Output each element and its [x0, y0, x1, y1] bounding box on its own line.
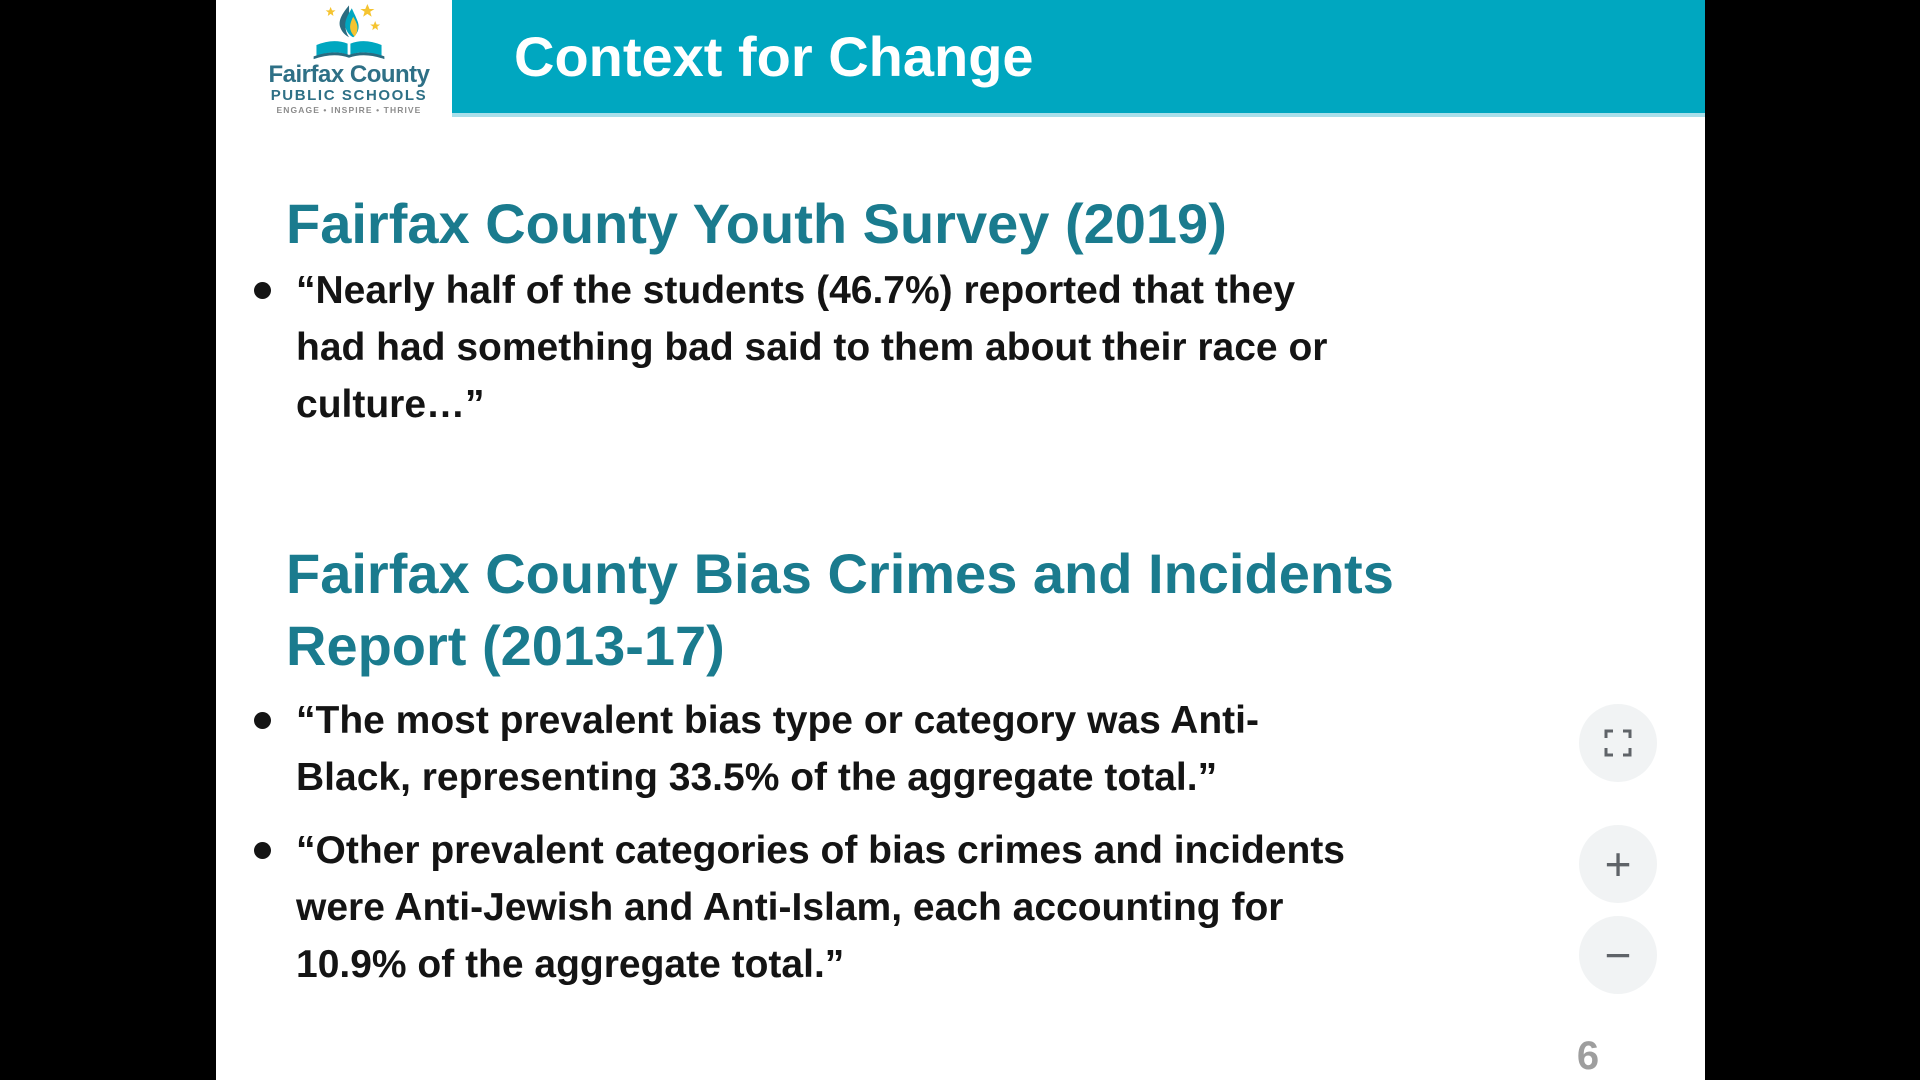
section-heading-line: Report (2013-17): [286, 614, 725, 677]
fcps-logo: Fairfax County PUBLIC SCHOOLS ENGAGE • I…: [246, 4, 452, 116]
minus-icon: −: [1604, 929, 1632, 981]
slide-canvas: Fairfax County PUBLIC SCHOOLS ENGAGE • I…: [216, 0, 1705, 1080]
slide-title-bar: Context for Change: [452, 0, 1705, 117]
bullet-text-line: were Anti-Jewish and Anti-Islam, each ac…: [296, 886, 1284, 929]
fcps-logo-name: Fairfax County: [268, 61, 430, 88]
bullet-icon: [254, 282, 271, 299]
star-icon: [370, 20, 381, 31]
bullet-item: “Nearly half of the students (46.7%) rep…: [254, 262, 1327, 433]
bullet-text-line: had had something bad said to them about…: [296, 326, 1328, 369]
fullscreen-icon: [1604, 729, 1632, 757]
bullet-text-line: “Nearly half of the students (46.7%) rep…: [296, 269, 1296, 312]
letterbox-right: [1705, 0, 1920, 1080]
zoom-out-button[interactable]: −: [1579, 916, 1657, 994]
page-number: 6: [1576, 1034, 1600, 1078]
fcps-logo-book-flame-icon: [313, 4, 385, 60]
section-heading-line: Fairfax County Bias Crimes and Incidents: [286, 542, 1394, 605]
fcps-logo-subtitle: PUBLIC SCHOOLS: [270, 87, 428, 104]
bullet-text-line: “Other prevalent categories of bias crim…: [296, 829, 1346, 872]
bullet-item: “The most prevalent bias type or categor…: [254, 692, 1259, 806]
bullet-icon: [254, 842, 271, 859]
bullet-text-line: culture…”: [296, 383, 485, 426]
star-icon: [325, 6, 336, 17]
letterbox-left: [0, 0, 216, 1080]
fcps-logo-tagline: ENGAGE • INSPIRE • THRIVE: [276, 105, 422, 115]
bullet-text-line: “The most prevalent bias type or categor…: [296, 699, 1259, 742]
bullet-text-line: 10.9% of the aggregate total.”: [296, 943, 845, 986]
star-icon: [360, 4, 375, 17]
zoom-in-button[interactable]: +: [1579, 825, 1657, 903]
fullscreen-button[interactable]: [1579, 704, 1657, 782]
bullet-item: “Other prevalent categories of bias crim…: [254, 822, 1345, 993]
plus-icon: +: [1604, 838, 1632, 890]
slide-title: Context for Change: [514, 25, 1034, 88]
bullet-text-line: Black, representing 33.5% of the aggrega…: [296, 756, 1218, 799]
bullet-icon: [254, 712, 271, 729]
section-heading-youth-survey: Fairfax County Youth Survey (2019): [286, 192, 1227, 255]
section-heading-bias-report: Fairfax County Bias Crimes and Incidents…: [286, 538, 1394, 682]
